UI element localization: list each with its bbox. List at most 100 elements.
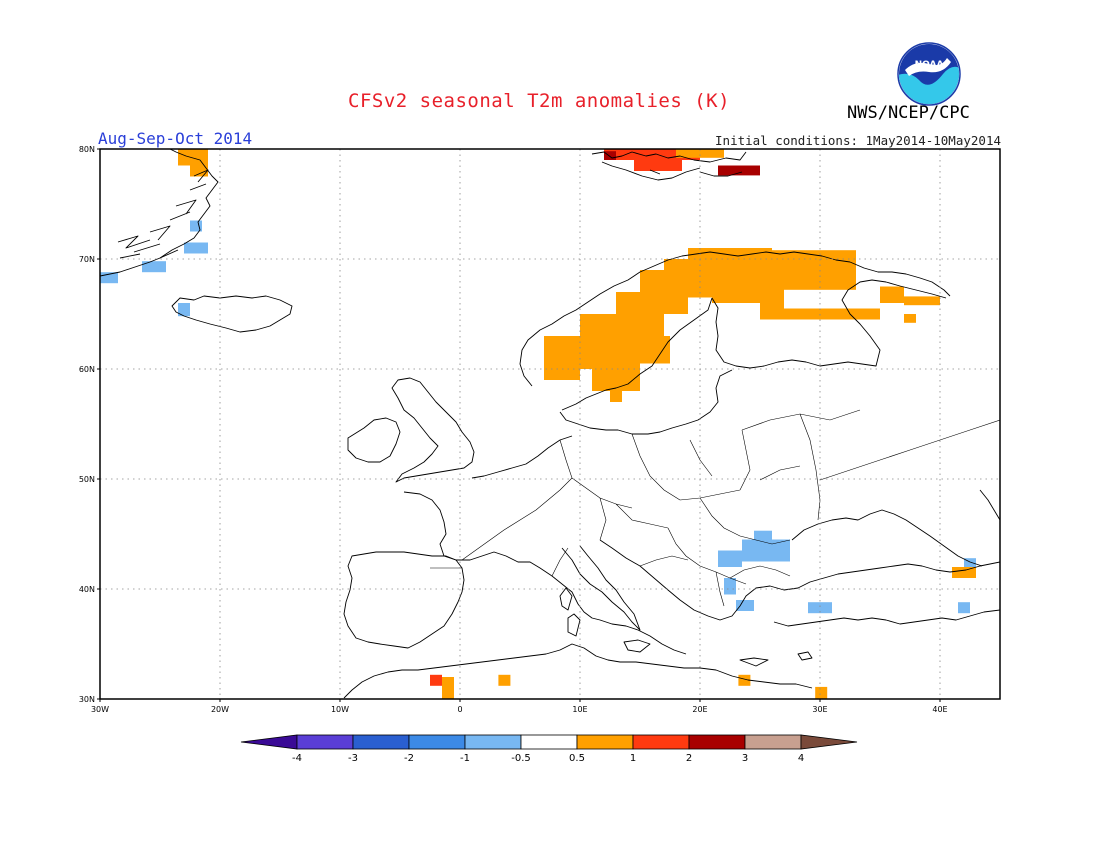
greenland-coast	[100, 149, 219, 277]
lat-tick-label: 60N	[79, 365, 95, 374]
anomaly-cell	[142, 261, 166, 273]
anomaly-cell	[964, 558, 976, 570]
axis-ticks: 30W 20W 10W 0 10E 20E 30E 40E 30N 40N 50N 60N 70N 80N	[79, 145, 948, 714]
italy-coast	[561, 545, 641, 631]
iceland-coast	[171, 295, 293, 333]
lon-tick-label: 10W	[331, 705, 349, 714]
anomaly-cell	[592, 363, 640, 391]
anomaly-cell	[190, 165, 208, 177]
lon-tick-label: 20E	[692, 705, 707, 714]
anomaly-cell	[958, 602, 970, 614]
colorbar-label: 3	[742, 753, 748, 764]
norway-coast	[519, 251, 851, 387]
anomaly-cells-layer	[100, 149, 976, 699]
colorbar-label: 1	[630, 753, 636, 764]
anomaly-cell	[628, 336, 670, 364]
anomaly-cell	[610, 391, 622, 402]
greenland-fjords	[117, 169, 209, 259]
lon-tick-label: 30W	[91, 705, 109, 714]
graticule	[100, 149, 1000, 699]
anomaly-cell	[784, 308, 880, 320]
west-europe-coast	[403, 435, 687, 655]
season-label: Aug-Sep-Oct 2014	[98, 129, 253, 148]
anomaly-cell	[184, 242, 208, 254]
anomaly-cell	[718, 550, 742, 567]
colorbar: -4 -3 -2 -1 -0.5 0.5 1 2 3 4	[240, 734, 858, 764]
turkey-south-coast	[773, 609, 1000, 627]
anomaly-cell	[676, 149, 724, 158]
map-frame	[99, 148, 1001, 700]
anomaly-cell	[178, 303, 190, 317]
lon-tick-label: 20W	[211, 705, 229, 714]
anomaly-cell	[580, 314, 628, 369]
lat-tick-label: 80N	[79, 145, 95, 154]
colorbar-label: 0.5	[569, 753, 585, 764]
black-sea-coast	[791, 509, 983, 567]
anomaly-cell	[736, 600, 754, 611]
caspian-coast	[979, 489, 1000, 521]
anomaly-cell	[442, 677, 454, 699]
lat-tick-label: 50N	[79, 475, 95, 484]
colorbar-segment	[464, 734, 522, 750]
anomaly-cell	[808, 602, 832, 614]
colorbar-label: 4	[798, 753, 804, 764]
anomaly-cell	[754, 530, 772, 540]
map-title: CFSv2 seasonal T2m anomalies (K)	[348, 90, 731, 112]
lon-tick-label: 40E	[932, 705, 947, 714]
anomaly-cell	[772, 250, 856, 290]
coastline-layer	[100, 149, 1000, 699]
finland-coast	[711, 279, 947, 369]
anomaly-cell	[815, 686, 828, 699]
colorbar-label: -0.5	[511, 753, 531, 764]
colorbar-label: 2	[686, 753, 692, 764]
colorbar-label: -1	[460, 753, 470, 764]
noaa-logo-text: NOAA	[915, 60, 944, 70]
anomaly-cell	[190, 220, 202, 232]
colorbar-segment	[576, 734, 634, 750]
balkans-coast	[599, 539, 1000, 621]
colorbar-segment	[744, 734, 802, 750]
anomaly-cell	[178, 149, 208, 166]
anomaly-cell	[544, 336, 580, 380]
border-lines	[430, 409, 1000, 607]
colorbar-segment	[352, 734, 410, 750]
colorbar-segment	[296, 734, 354, 750]
iberia-coast	[343, 551, 465, 649]
north-africa-coast	[343, 643, 813, 699]
colorbar-segment	[520, 734, 578, 750]
colorbar-high-arrow	[800, 734, 858, 750]
britain-coast	[391, 377, 475, 483]
mediterranean-islands	[559, 587, 813, 667]
anomaly-cell	[952, 567, 976, 578]
anomaly-cell	[712, 286, 784, 303]
anomaly-cell	[738, 674, 751, 686]
anomaly-cell	[904, 296, 940, 306]
lat-tick-label: 40N	[79, 585, 95, 594]
colorbar-segment	[688, 734, 746, 750]
ireland-coast	[347, 417, 401, 463]
anomaly-cell	[604, 151, 616, 160]
anomaly-cell	[718, 165, 760, 176]
colorbar-label: -3	[348, 753, 358, 764]
baltic-coast	[559, 369, 733, 435]
country-borders-layer	[430, 409, 1000, 607]
anomaly-cell	[880, 286, 904, 303]
anomaly-cell	[100, 272, 118, 284]
lat-tick-label: 30N	[79, 695, 95, 704]
sweden-coast	[561, 297, 713, 411]
lon-tick-label: 30E	[812, 705, 827, 714]
initial-conditions-label: Initial conditions: 1May2014-10May2014	[715, 133, 1001, 148]
anomaly-cell	[634, 160, 682, 171]
svalbard-coast	[591, 151, 747, 181]
colorbar-segment	[632, 734, 690, 750]
anomaly-cell	[724, 578, 736, 595]
colorbar-label: -4	[292, 753, 302, 764]
colorbar-low-arrow	[240, 734, 298, 750]
anomaly-cell	[742, 539, 790, 562]
lon-tick-label: 10E	[572, 705, 587, 714]
agency-label: NWS/NCEP/CPC	[847, 103, 970, 123]
noaa-logo: NOAA	[895, 40, 963, 112]
colorbar-label: -2	[404, 753, 414, 764]
anomaly-cell	[498, 674, 511, 686]
